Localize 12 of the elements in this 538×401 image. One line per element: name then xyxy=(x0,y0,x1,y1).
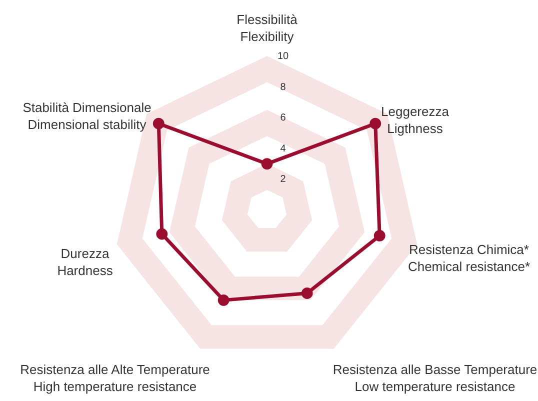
y-tick-label: 2 xyxy=(280,174,286,186)
spoke-label: Stabilità Dimensionale Dimensional stability xyxy=(22,100,152,132)
spoke-label: Resistenza alle Basse Temperature Low temperature resistance xyxy=(332,362,538,394)
spoke-label: Durezza Hardness xyxy=(57,246,114,278)
y-tick-label: 4 xyxy=(280,143,286,154)
spoke-label: Resistenza alle Alte Temperature High temperature resistance xyxy=(20,362,210,394)
spoke-label: Resistenza Chimica* Chemical resistance* xyxy=(408,242,530,274)
spoke-label: Flessibilità Flexibility xyxy=(236,12,298,44)
y-tick-label: 6 xyxy=(280,112,286,124)
y-tick-label: 10 xyxy=(277,51,289,62)
spoke-label: Leggerezza Ligthness xyxy=(381,104,450,136)
y-tick-label: 8 xyxy=(280,82,286,93)
